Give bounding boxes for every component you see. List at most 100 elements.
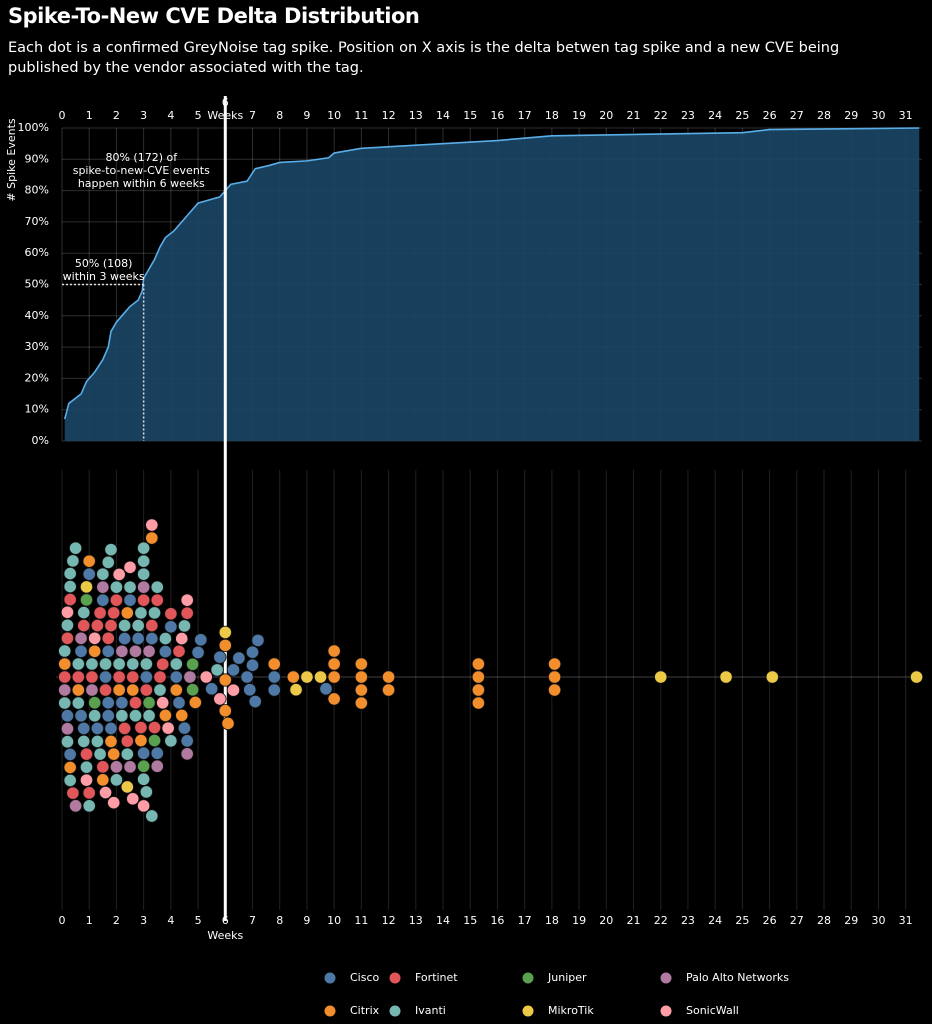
x-tick-label: 26: [763, 109, 777, 122]
x-tick-label: 23: [681, 914, 695, 927]
swarm-dot: [240, 670, 254, 684]
swarm-dot: [139, 683, 153, 697]
swarm-dot: [137, 772, 151, 786]
x-tick-label: 16: [490, 109, 504, 122]
swarm-dot: [134, 606, 148, 620]
swarm-dot: [71, 683, 85, 697]
swarm-dot: [327, 670, 341, 684]
y-tick-label: 20%: [25, 371, 49, 384]
swarm-dot: [126, 792, 140, 806]
swarm-dot: [117, 721, 132, 736]
legend-label: Fortinet: [415, 971, 458, 984]
swarm-dot: [126, 670, 140, 684]
x-tick-label: 29: [844, 914, 858, 927]
swarm-dot: [183, 670, 197, 684]
swarm-dot: [123, 560, 137, 574]
x-tick-label: 26: [763, 914, 777, 927]
y-tick-label: 70%: [25, 215, 49, 228]
swarm-dot: [164, 620, 178, 634]
swarm-dot: [107, 796, 121, 810]
swarm-dot: [69, 541, 83, 555]
swarm-dot: [194, 633, 208, 647]
swarm-dot: [98, 785, 113, 800]
y-tick-label: 50%: [25, 278, 49, 291]
swarm-dot: [63, 773, 77, 788]
x-tick-label: 5: [195, 914, 202, 927]
x-tick-label: 30: [871, 109, 885, 122]
swarm-dot: [98, 670, 113, 684]
swarm-dot: [60, 631, 75, 645]
swarm-dot: [172, 644, 186, 658]
swarm-dot: [213, 650, 227, 664]
swarm-dot: [120, 747, 134, 761]
swarm-dot: [71, 657, 85, 671]
legend-label: Palo Alto Networks: [686, 971, 789, 984]
swarm-dot: [117, 618, 132, 633]
swarm-dot: [218, 638, 232, 652]
swarm-dot: [137, 759, 151, 773]
x-tick-label: 14: [436, 914, 450, 927]
x-tick-label: 21: [627, 109, 641, 122]
x-tick-label: 2: [113, 109, 120, 122]
swarm-dot: [82, 554, 96, 568]
swarm-dot: [60, 722, 75, 736]
swarm-dot: [98, 657, 113, 671]
cdf-line: [63, 127, 920, 420]
y-tick-label: 0%: [32, 434, 49, 447]
swarm-dot: [128, 709, 143, 723]
x-tick-label: 4: [167, 914, 174, 927]
swarm-dot: [104, 721, 118, 736]
swarm-dot: [58, 670, 72, 684]
swarm-dot: [169, 657, 183, 671]
swarm-dot: [60, 618, 75, 632]
x-tick-label: 8: [276, 109, 283, 122]
swarm-dot: [77, 605, 91, 620]
x-tick-label: 6: [222, 914, 229, 927]
swarm-dot: [199, 670, 213, 684]
swarm-dot: [104, 734, 118, 749]
x-tick-label: 7: [249, 109, 256, 122]
legend-label: Ivanti: [415, 1004, 446, 1017]
legend-marker: [324, 1005, 336, 1017]
swarm-dot: [300, 670, 314, 684]
legend-marker: [660, 972, 672, 984]
swarm-dot: [104, 543, 118, 557]
swarm-dot: [289, 683, 303, 697]
swarm-dot: [112, 657, 126, 671]
swarm-dot: [245, 645, 260, 659]
swarm-dot: [96, 773, 110, 787]
swarm-dot: [93, 747, 107, 761]
swarm-dot: [88, 709, 102, 723]
swarm-dot: [169, 670, 183, 684]
x-tick-label: 9: [303, 914, 310, 927]
swarm-dot: [71, 696, 85, 710]
y-tick-label: 90%: [25, 152, 49, 165]
x-tick-label: 15: [463, 914, 477, 927]
swarm-dot: [153, 670, 167, 684]
swarm-dot: [82, 786, 96, 800]
swarm-dot: [158, 708, 173, 723]
swarm-dot: [218, 625, 232, 639]
swarm-dot: [101, 709, 115, 723]
swarm-dot: [319, 682, 333, 696]
swarm-dot: [243, 683, 257, 697]
swarm-dot: [327, 692, 341, 706]
swarm-dot: [547, 670, 562, 684]
swarm-dot: [58, 657, 72, 671]
swarm-dot: [79, 593, 94, 607]
swarm-dot: [134, 720, 148, 735]
swarm-dot: [137, 567, 151, 581]
swarm-dot: [142, 644, 156, 658]
swarm-dot: [63, 760, 77, 775]
swarm-dot: [63, 566, 77, 581]
legend-label: MikroTik: [548, 1004, 594, 1017]
swarm-dot: [547, 683, 562, 697]
swarm-dot: [147, 720, 162, 735]
swarm-dot: [98, 683, 113, 697]
swarm-dot: [354, 657, 368, 671]
swarm-dot: [172, 696, 186, 710]
swarm-dot: [139, 785, 153, 799]
swarm-dot: [74, 644, 88, 658]
swarm-dot: [765, 670, 779, 684]
swarm-dot: [96, 580, 110, 594]
